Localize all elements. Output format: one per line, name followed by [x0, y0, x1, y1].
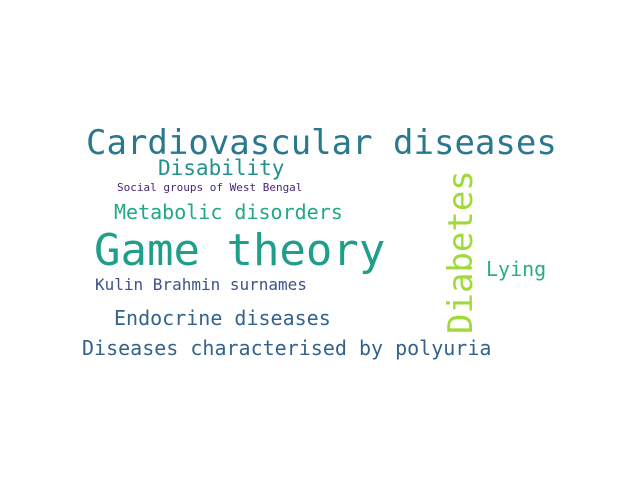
- word-diabetes: Diabetes: [441, 170, 481, 334]
- word-cardiovascular-diseases: Cardiovascular diseases: [86, 123, 557, 163]
- word-metabolic-disorders: Metabolic disorders: [114, 200, 343, 224]
- word-kulin-brahmin-surnames: Kulin Brahmin surnames: [95, 275, 307, 294]
- word-social-groups-of-west-bengal: Social groups of West Bengal: [117, 181, 303, 194]
- word-endocrine-diseases: Endocrine diseases: [114, 306, 331, 330]
- word-game-theory: Game theory: [94, 225, 386, 276]
- word-disability: Disability: [158, 156, 285, 180]
- word-lying: Lying: [486, 257, 547, 281]
- word-diseases-characterised-by-polyuria: Diseases characterised by polyuria: [82, 336, 492, 360]
